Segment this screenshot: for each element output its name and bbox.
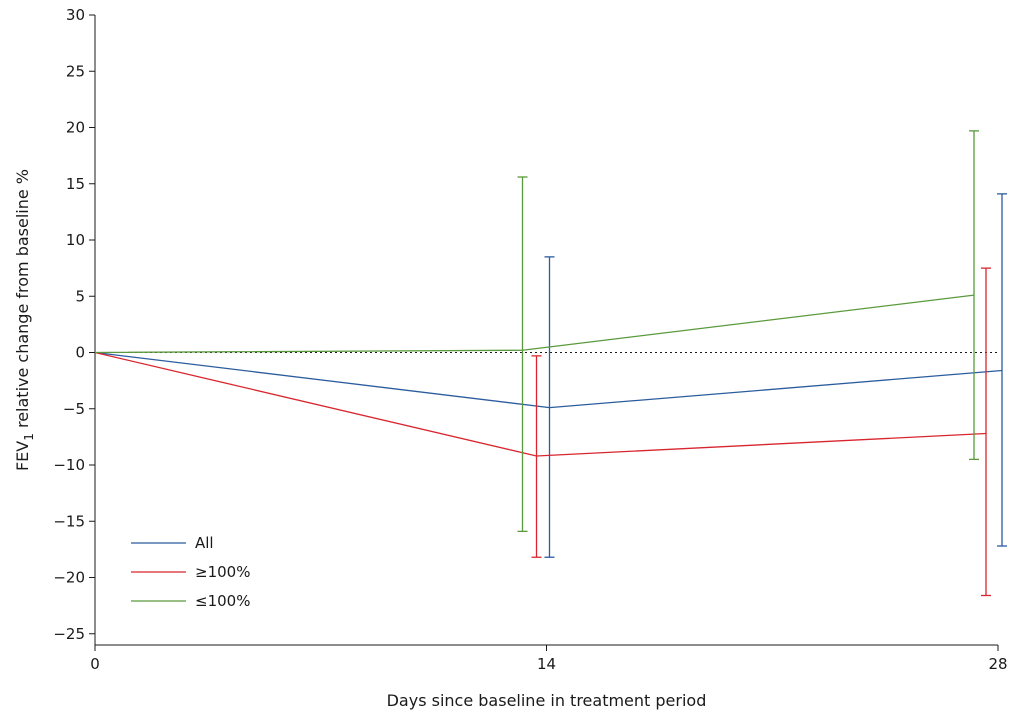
series-line — [94, 351, 987, 457]
y-tick-label: 20 — [66, 119, 85, 137]
series-all — [94, 193, 1007, 558]
y-tick-label: 15 — [66, 175, 85, 193]
series-line — [94, 351, 1003, 409]
legend-label: ≤100% — [195, 592, 250, 610]
x-axis-title: Days since baseline in treatment period — [387, 691, 707, 710]
x-tick-label: 0 — [90, 655, 100, 673]
y-axis-title-subscript: 1 — [22, 433, 36, 441]
series-line — [94, 294, 975, 354]
y-axis-title-main: FEV — [13, 441, 32, 471]
x-tick-label: 28 — [988, 655, 1007, 673]
y-axis-ticks: −25 −20 −15 −10 −5 0 5 10 15 20 25 30 — [53, 6, 95, 643]
axes — [94, 15, 998, 646]
y-tick-label: −20 — [53, 569, 85, 587]
series-le100 — [94, 130, 979, 533]
legend-label: All — [195, 534, 214, 552]
y-axis-title: FEV1 relative change from baseline % — [13, 169, 36, 471]
series-ge100 — [94, 267, 991, 597]
y-tick-label: 0 — [75, 344, 85, 362]
x-axis-ticks: 0 14 28 — [90, 645, 1008, 673]
y-tick-label: −10 — [53, 456, 85, 474]
legend-label: ≥100% — [195, 563, 250, 581]
y-tick-label: 5 — [75, 287, 85, 305]
series-group — [94, 130, 1007, 597]
y-tick-label: −25 — [53, 625, 85, 643]
y-axis-title-rest: relative change from baseline % — [13, 169, 32, 433]
y-tick-label: 10 — [66, 231, 85, 249]
y-tick-label: −5 — [63, 400, 85, 418]
x-tick-label: 14 — [537, 655, 556, 673]
legend: All ≥100% ≤100% — [131, 534, 250, 610]
y-tick-label: 25 — [66, 62, 85, 80]
y-tick-label: 30 — [66, 6, 85, 24]
y-tick-label: −15 — [53, 512, 85, 530]
